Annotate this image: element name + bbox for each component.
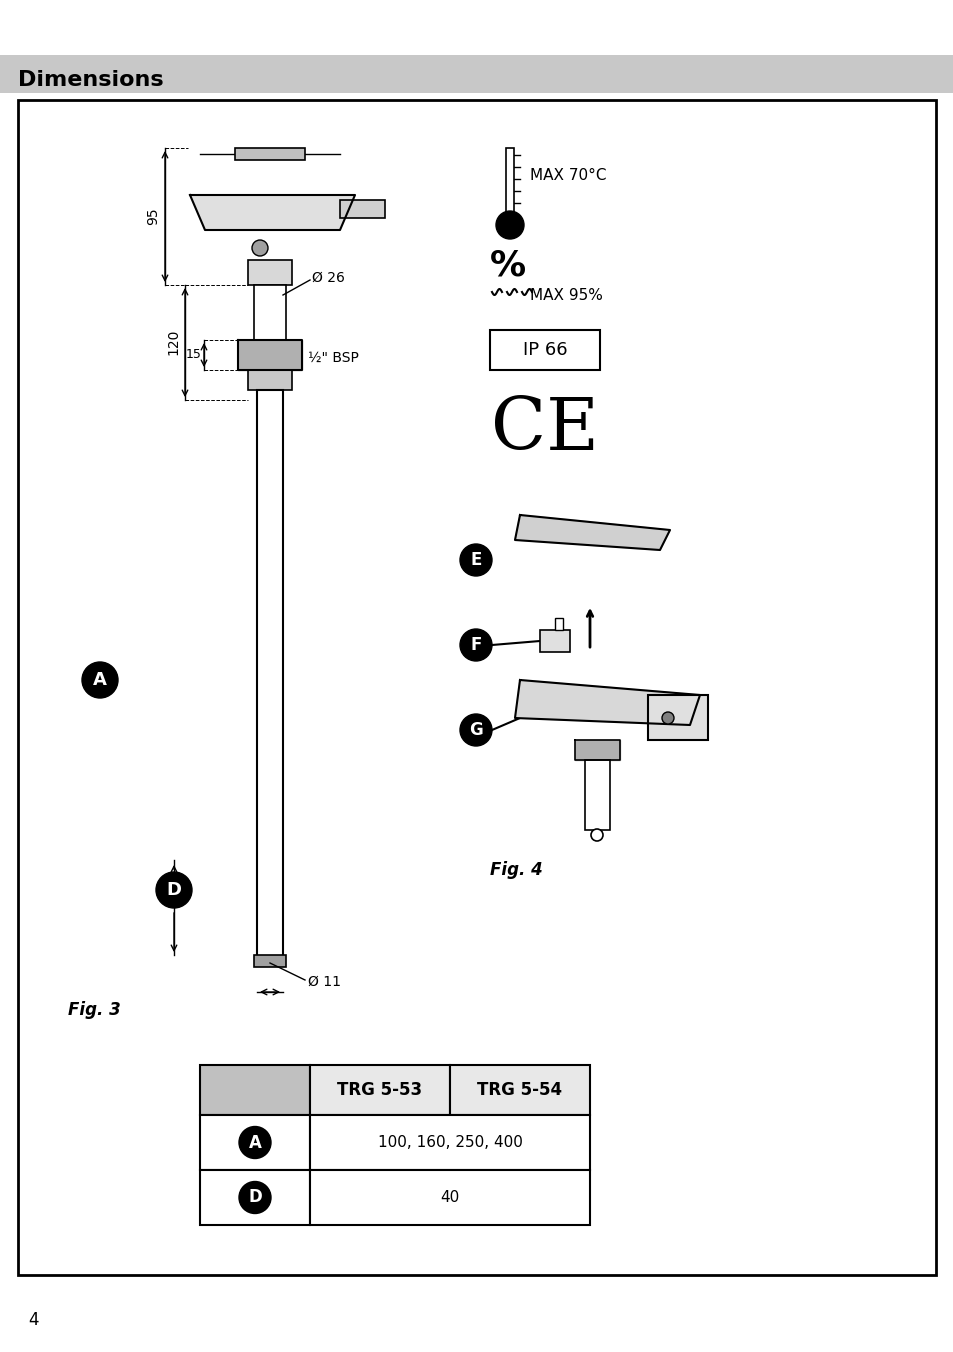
Bar <box>200 1065 310 1115</box>
Text: Ø 11: Ø 11 <box>308 975 340 990</box>
Circle shape <box>459 544 492 576</box>
Polygon shape <box>575 740 619 760</box>
Bar <box>248 260 292 285</box>
Text: D: D <box>248 1188 262 1206</box>
Bar <box>200 1115 310 1169</box>
Text: TRG 5-54: TRG 5-54 <box>476 1082 562 1099</box>
Circle shape <box>239 1126 271 1159</box>
Polygon shape <box>190 195 355 230</box>
Bar <box>18 100 935 1275</box>
Bar <box>450 1065 589 1115</box>
Text: MAX 95%: MAX 95% <box>530 288 602 303</box>
Text: F: F <box>470 635 481 654</box>
Bar <box>584 760 609 830</box>
Text: A: A <box>249 1133 261 1152</box>
Text: Fig. 3: Fig. 3 <box>68 1000 121 1019</box>
Text: G: G <box>469 721 482 740</box>
Text: CE: CE <box>491 395 598 465</box>
Bar <box>647 695 707 740</box>
Text: 100, 160, 250, 400: 100, 160, 250, 400 <box>377 1134 522 1151</box>
Circle shape <box>590 829 602 841</box>
Text: IP 66: IP 66 <box>522 341 567 360</box>
Circle shape <box>661 713 673 725</box>
Text: MAX 70°C: MAX 70°C <box>530 168 606 183</box>
Polygon shape <box>515 515 669 550</box>
Polygon shape <box>237 339 302 370</box>
Bar <box>256 389 283 960</box>
Bar <box>0 55 953 93</box>
Bar <box>253 955 286 967</box>
Bar <box>248 370 292 389</box>
Text: TRG 5-53: TRG 5-53 <box>337 1082 422 1099</box>
Circle shape <box>82 662 118 698</box>
Circle shape <box>496 211 523 239</box>
Text: A: A <box>93 671 107 690</box>
Text: Fig. 4: Fig. 4 <box>490 861 542 879</box>
Bar <box>539 630 569 652</box>
Circle shape <box>156 872 192 909</box>
Circle shape <box>459 629 492 661</box>
Bar <box>490 330 599 370</box>
Text: 120: 120 <box>166 329 180 356</box>
Text: Ø 26: Ø 26 <box>312 270 345 285</box>
Bar <box>234 147 305 160</box>
Polygon shape <box>515 680 700 725</box>
Text: E: E <box>470 552 481 569</box>
Bar <box>555 618 562 630</box>
Text: 4: 4 <box>28 1311 38 1329</box>
Bar <box>253 285 286 339</box>
Bar <box>200 1169 310 1225</box>
Text: D: D <box>167 882 181 899</box>
Bar <box>310 1169 589 1225</box>
Bar <box>339 200 385 218</box>
Bar <box>310 1065 450 1115</box>
Text: ½" BSP: ½" BSP <box>308 352 358 365</box>
Circle shape <box>459 714 492 746</box>
Text: 95: 95 <box>146 207 160 224</box>
Circle shape <box>239 1182 271 1214</box>
Text: %: % <box>490 247 525 283</box>
Bar <box>310 1115 589 1169</box>
Text: Dimensions: Dimensions <box>18 70 164 91</box>
Bar <box>505 147 514 218</box>
Circle shape <box>252 241 268 256</box>
Text: 40: 40 <box>440 1190 459 1205</box>
Text: 15: 15 <box>186 349 202 361</box>
